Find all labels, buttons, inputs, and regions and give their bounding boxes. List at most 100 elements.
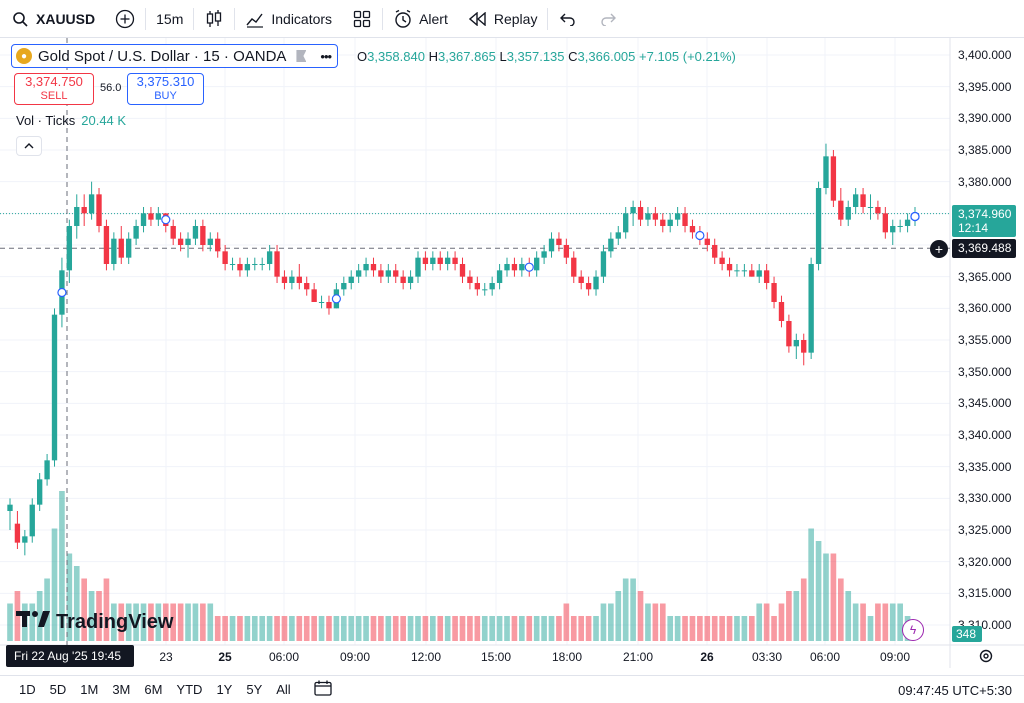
volume-bar [51,528,58,641]
redo-button[interactable] [588,0,628,38]
volume-bar [719,616,725,641]
price-chart[interactable] [0,38,1024,668]
volume-bar [867,616,874,641]
volume-bar [630,578,636,641]
candle-body [585,283,592,290]
candle-body [496,270,503,283]
more-options-icon[interactable]: ••• [320,48,332,64]
range-ytd[interactable]: YTD [176,682,203,697]
go-to-date-button[interactable] [314,680,334,699]
candle-body [852,194,859,207]
volume-bar [44,578,50,641]
candle-body [815,188,822,264]
sell-button[interactable]: 3,374.750 SELL [14,73,94,105]
alarm-clock-icon [393,9,413,29]
volume-bar [645,603,651,641]
date-range-list: 1D 5D 1M 3M 6M YTD 1Y 5Y All [0,682,298,697]
chart-type-button[interactable] [194,0,234,38]
buy-button[interactable]: 3,375.310 BUY [127,73,204,105]
candle-body [155,213,162,220]
lightning-icon[interactable]: ϟ [902,619,924,641]
volume-bar [533,616,540,641]
range-1y[interactable]: 1Y [216,682,233,697]
volume-bar [726,616,733,641]
close-value: 3,366.005 [577,49,636,64]
candle-body [140,213,147,226]
candle-body [578,276,584,283]
add-alert-plus-icon[interactable]: + [930,240,948,258]
undo-button[interactable] [548,0,588,38]
volume-bar [177,603,184,641]
volume-bar [496,616,503,641]
symbol-title-box[interactable]: ● Gold Spot / U.S. Dollar · 15 · OANDA •… [11,44,339,68]
volume-bar [385,616,392,641]
volume-bar [355,616,362,641]
range-5d[interactable]: 5D [49,682,67,697]
volume-bar [155,603,162,641]
compare-button[interactable] [105,0,145,38]
candle-body [556,238,562,245]
price-tick-label: 3,355.000 [958,333,1012,347]
volume-bar [771,616,777,641]
candle-body [682,213,688,226]
collapse-legend-button[interactable] [16,136,42,156]
volume-bar [192,603,199,641]
chart-pane[interactable] [0,38,1024,668]
candle-body [74,207,80,226]
volume-bar [541,616,547,641]
candle-body [652,213,659,220]
replay-button[interactable]: Replay [458,0,548,38]
chevron-up-icon [24,140,34,152]
candle-body [548,238,555,252]
candle-body [719,257,725,264]
volume-bar [882,603,889,641]
candle-body [311,289,317,302]
volume-value: 20.44 K [81,113,127,128]
candle-body [274,251,280,277]
tradingview-logo[interactable]: TradingView [16,609,173,635]
symbol-name: XAUUSD [36,10,96,27]
event-marker [524,262,534,272]
price-tick-label: 3,340.000 [958,428,1012,442]
volume-bar [889,603,896,641]
alert-button[interactable]: Alert [383,0,458,38]
settings-gear-icon[interactable] [978,648,994,667]
candle-body [229,264,236,265]
range-1d[interactable]: 1D [19,682,36,697]
volume-bar [667,616,674,641]
volume-bar [778,603,785,641]
top-toolbar: XAUUSD 15m Indicators Alert [0,0,1024,38]
price-tick-label: 3,360.000 [958,301,1012,316]
candle-body [845,207,851,220]
candle-body [318,302,325,303]
range-5y[interactable]: 5Y [246,682,263,697]
range-3m[interactable]: 3M [112,682,131,697]
gold-coin-icon: ● [16,48,32,64]
range-6m[interactable]: 6M [144,682,163,697]
volume-bar [363,616,369,641]
candle-body [88,194,95,214]
flag-icon[interactable] [296,50,307,62]
indicators-button[interactable]: Indicators [235,0,342,38]
candle-body [192,226,199,239]
symbol-search[interactable]: XAUUSD [0,0,105,38]
range-all[interactable]: All [276,682,291,697]
candle-body [296,276,302,283]
interval-button[interactable]: 15m [146,0,193,38]
layouts-button[interactable] [342,0,382,38]
candle-body [830,156,837,201]
candle-body [407,276,414,283]
range-1m[interactable]: 1M [80,682,99,697]
price-tick-label: 3,345.000 [958,396,1012,411]
volume-bar [244,616,251,641]
volume-bar [125,603,132,641]
event-marker [161,215,171,225]
bottom-toolbar: 1D 5D 1M 3M 6M YTD 1Y 5Y All 09:47:45 UTC+5:30 [0,675,1024,703]
candle-body [712,245,718,258]
volume-bar [118,603,125,641]
volume-bar [897,603,903,641]
candle-body [904,219,911,226]
volume-bar [756,603,763,641]
candle-body [771,283,777,302]
clock-timezone[interactable]: 09:47:45 UTC+5:30 [898,683,1012,698]
